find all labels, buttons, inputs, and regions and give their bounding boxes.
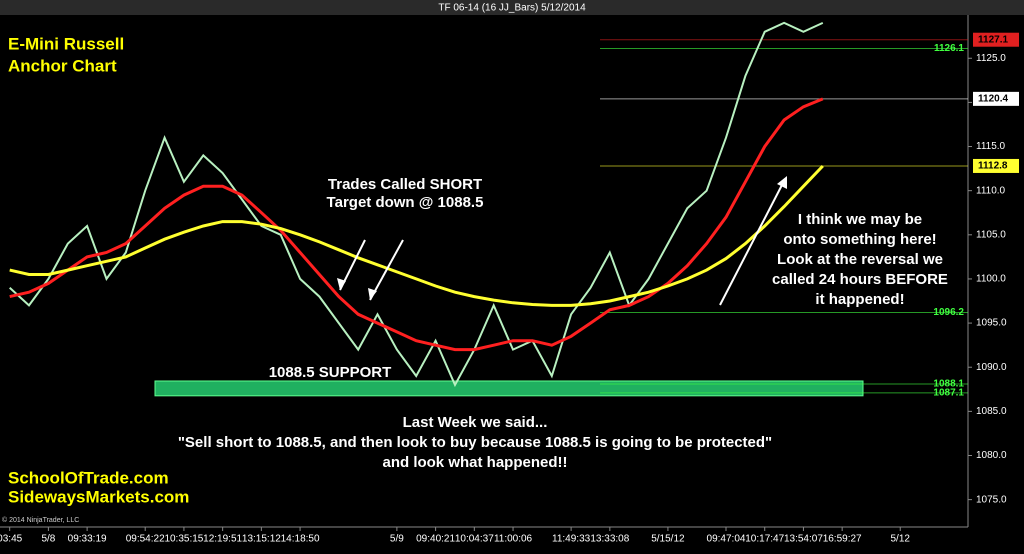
x-tick-label: 11:00:06 [494, 534, 533, 545]
y-tick-label: 1080.0 [976, 450, 1007, 461]
header-bar [0, 0, 1024, 15]
series-line [9, 21, 824, 388]
price-label: 1112.8 [978, 161, 1008, 172]
x-tick-label: 14:18:50 [281, 534, 320, 545]
chart-subtitle: E-Mini Russell [8, 34, 124, 53]
price-box [973, 91, 1019, 106]
x-tick-label: 5/9 [390, 534, 404, 545]
arrow-head [368, 288, 377, 300]
x-tick-label: 13:33:08 [590, 534, 629, 545]
y-tick-label: 1115.0 [976, 141, 1006, 152]
annotation: "Sell short to 1088.5, and then look to … [178, 434, 772, 451]
annotation: Target down @ 1088.5 [327, 194, 484, 211]
series-line [9, 97, 824, 352]
footer-link: SchoolOfTrade.com [8, 468, 169, 487]
x-tick-label: 09:33:19 [68, 534, 107, 545]
x-tick-label: 5/15/12 [651, 534, 685, 545]
x-tick-label: 5/8 [41, 534, 55, 545]
price-label: 1096.2 [933, 307, 964, 318]
y-tick-label: 1075.0 [976, 494, 1007, 505]
x-tick-label: 09:40:21 [416, 534, 455, 545]
y-tick-label: 1125.0 [976, 53, 1006, 64]
price-box [973, 158, 1019, 173]
x-tick-label: 12:19:51 [203, 534, 242, 545]
annotation: and look what happened!! [382, 454, 567, 471]
x-tick-label: 11:49:33 [552, 534, 591, 545]
x-tick-label: 09:54:22 [126, 534, 165, 545]
x-tick-label: 13:54:07 [784, 534, 823, 545]
annotation: onto something here! [783, 231, 936, 248]
x-tick-label: 03:45 [0, 534, 23, 545]
price-label: 1120.4 [978, 94, 1008, 105]
price-label: 1088.1 [933, 379, 964, 390]
chart-header: TF 06-14 (16 JJ_Bars) 5/12/2014 [438, 3, 586, 14]
x-tick-label: 13:15:12 [242, 534, 281, 545]
arrow [369, 239, 404, 301]
annotation: I think we may be [798, 211, 922, 228]
plot-area: 1075.0 1080.0 1085.0 1090.0 1095.0 1100.0 1105… [0, 21, 1019, 545]
price-label: 1126.1 [934, 43, 964, 54]
chart-subtitle: Anchor Chart [8, 56, 117, 75]
annotation: called 24 hours BEFORE [772, 271, 948, 288]
series-line [9, 164, 824, 307]
x-tick-label: 10:17:47 [745, 534, 784, 545]
y-tick-label: 1095.0 [976, 318, 1007, 329]
annotation: Look at the reversal we [777, 251, 943, 268]
arrow-head [337, 278, 346, 290]
price-label: 1127.1 [978, 34, 1008, 45]
y-tick-label: 1085.0 [976, 406, 1007, 417]
y-tick-label: 1105.0 [976, 229, 1006, 240]
y-tick-label: 1100.0 [976, 274, 1006, 285]
y-tick-label: 1090.0 [976, 362, 1007, 373]
y-tick-label: 1110.0 [976, 185, 1006, 196]
x-tick-label: 10:35:15 [164, 534, 203, 545]
footer-link: SidewaysMarkets.com [8, 487, 189, 506]
annotation: 1088.5 SUPPORT [269, 364, 392, 381]
copyright: © 2014 NinjaTrader, LLC [2, 516, 79, 524]
support-zone [154, 380, 864, 397]
annotation: it happened! [815, 291, 904, 308]
annotation: Last Week we said... [403, 414, 548, 431]
price-box [973, 32, 1019, 47]
x-tick-label: 5/12 [891, 534, 911, 545]
arrow-head [777, 176, 787, 189]
annotation: Trades Called SHORT [328, 176, 482, 193]
x-tick-label: 09:47:04 [707, 534, 746, 545]
price-label: 1087.1 [933, 387, 964, 398]
x-tick-label: 10:04:37 [455, 534, 494, 545]
x-tick-label: 16:59:27 [823, 534, 862, 545]
arrow [719, 182, 784, 306]
